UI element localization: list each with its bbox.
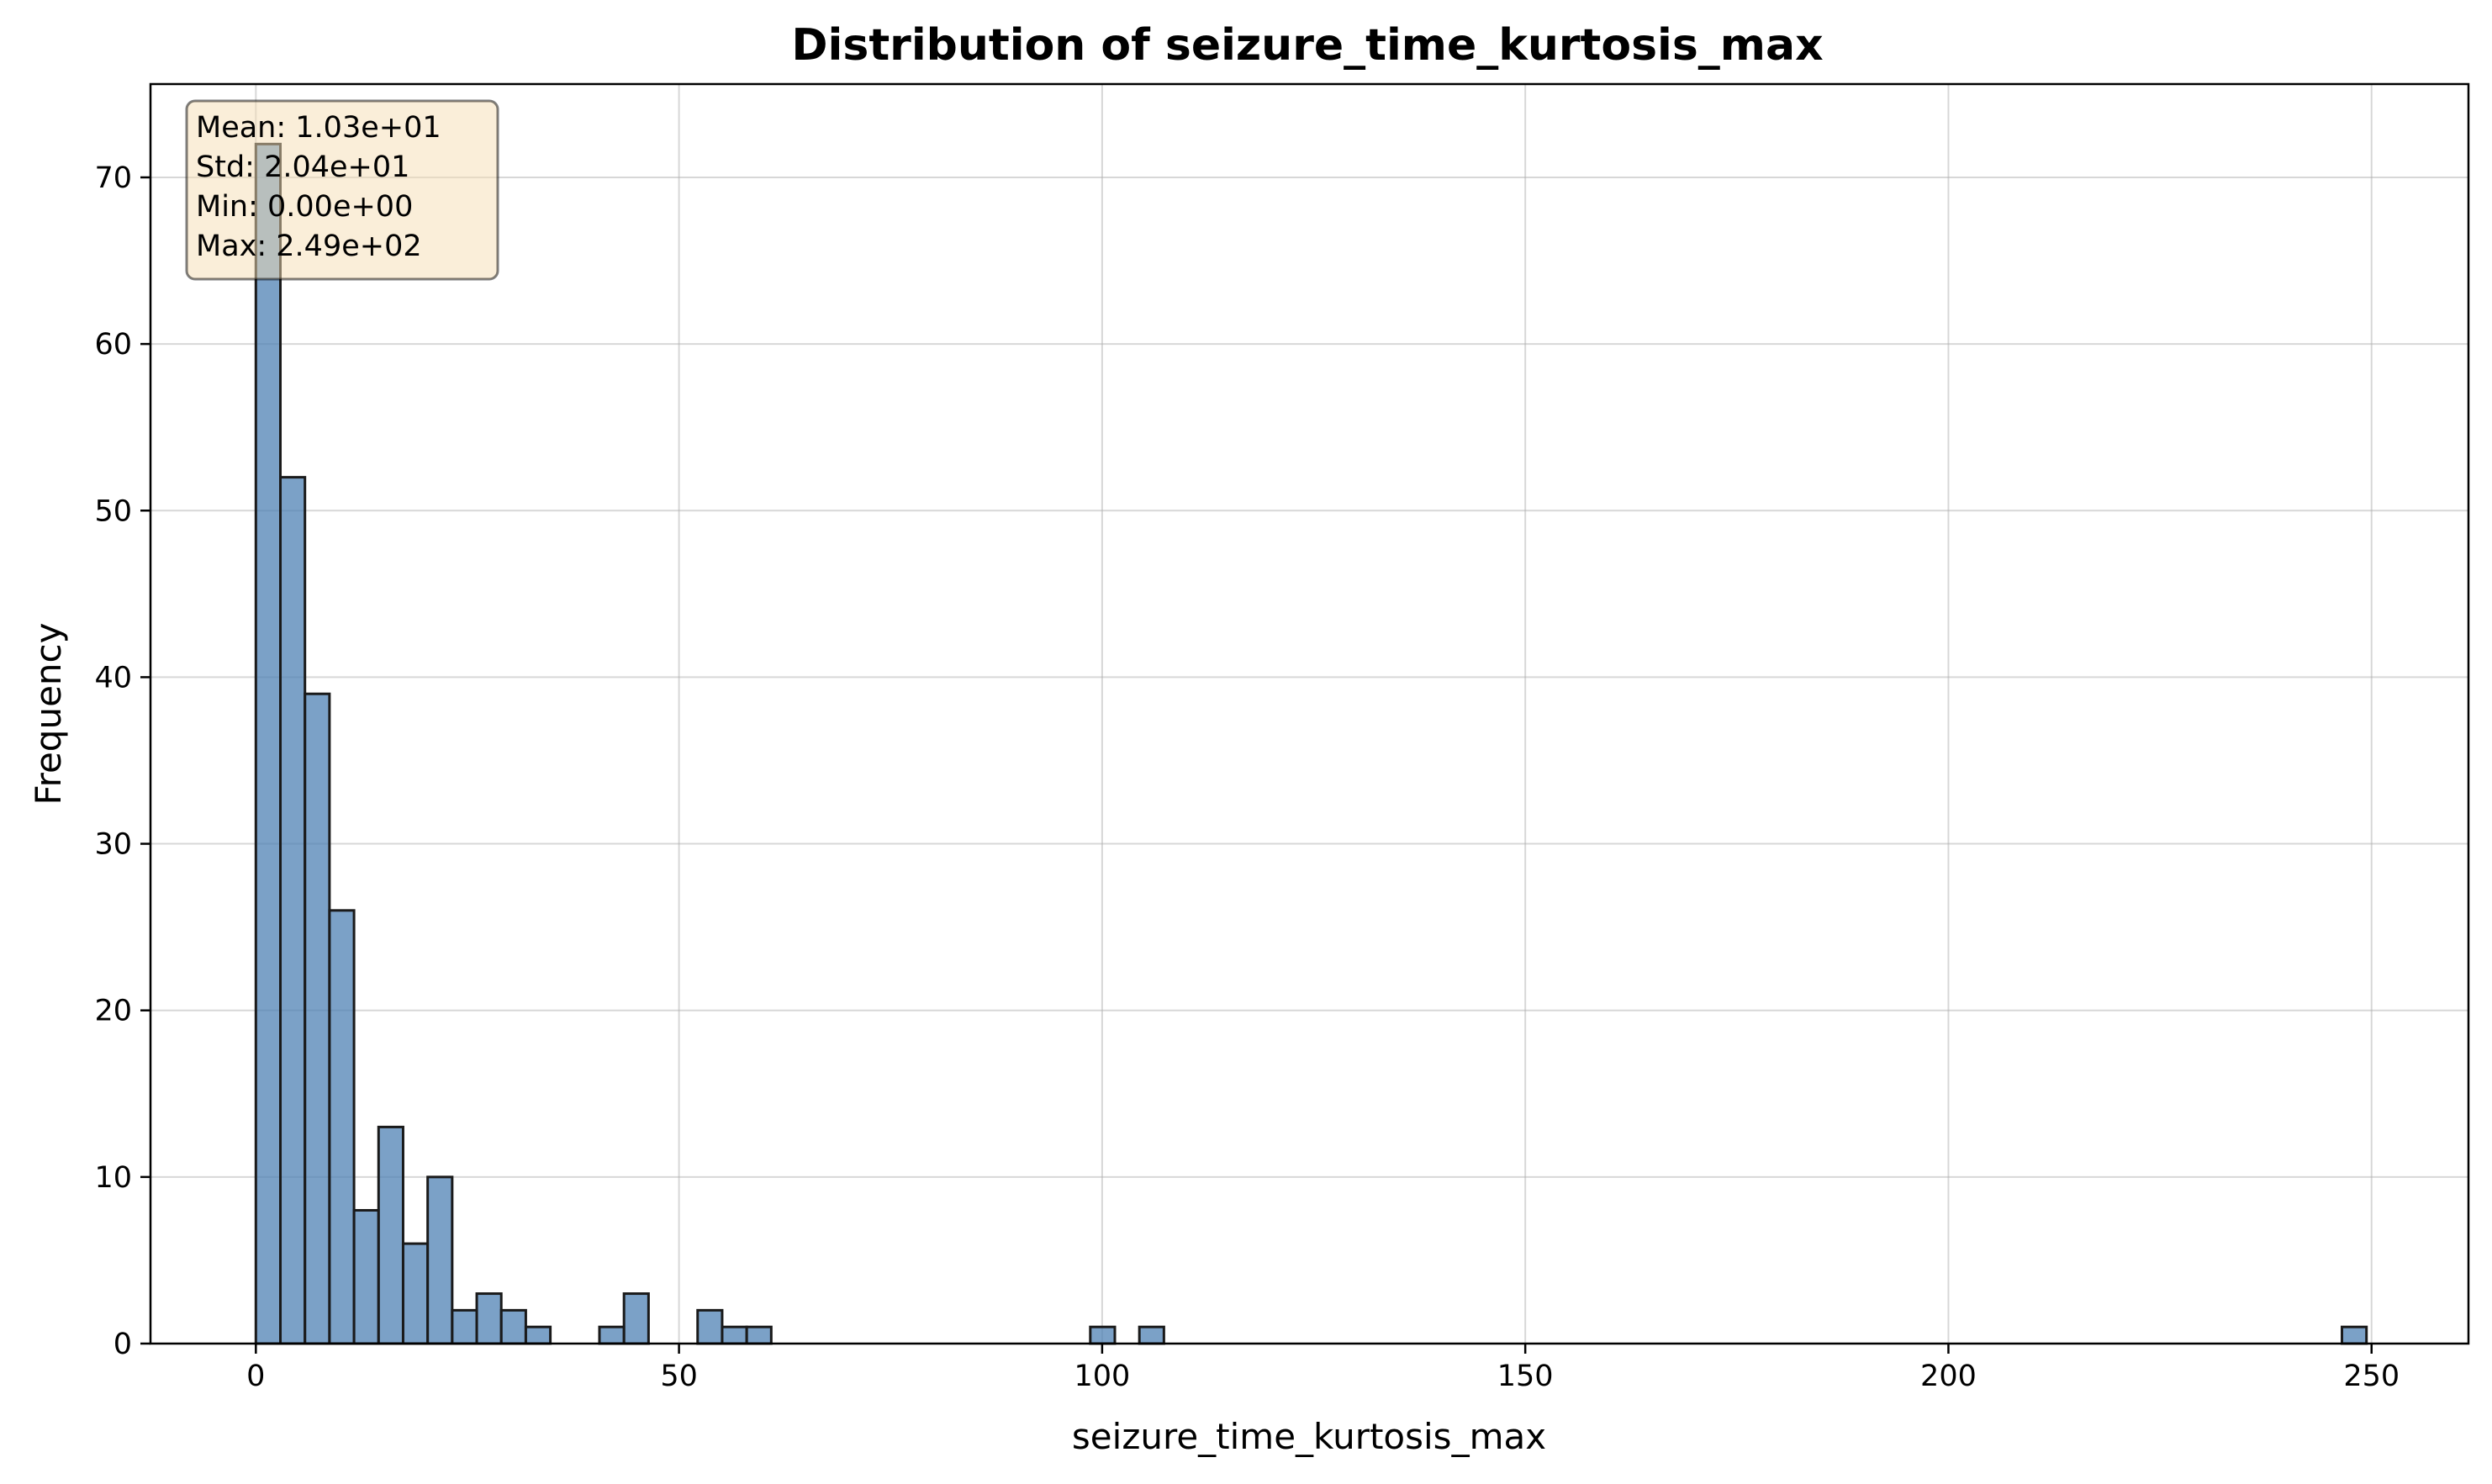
histogram-bar bbox=[328, 909, 356, 1345]
x-tick-label: 50 bbox=[660, 1360, 698, 1393]
histogram-bar bbox=[745, 1325, 773, 1345]
histogram-bar bbox=[499, 1308, 527, 1345]
stats-box: Mean: 1.03e+01 Std: 2.04e+01 Min: 0.00e+… bbox=[185, 99, 499, 281]
y-tick-label: 70 bbox=[94, 161, 132, 195]
x-tick-label: 250 bbox=[2343, 1360, 2400, 1393]
histogram-bar bbox=[2341, 1325, 2368, 1345]
plot-frame bbox=[149, 82, 2470, 1345]
x-tick-label: 100 bbox=[1074, 1360, 1130, 1393]
stats-max: Max: 2.49e+02 bbox=[196, 230, 422, 263]
x-tick-label: 150 bbox=[1497, 1360, 1554, 1393]
stats-mean: Mean: 1.03e+01 bbox=[196, 111, 441, 145]
histogram-bar bbox=[304, 692, 331, 1345]
histogram-bar bbox=[598, 1325, 626, 1345]
stats-min: Min: 0.00e+00 bbox=[196, 190, 413, 224]
y-tick-label: 10 bbox=[94, 1161, 132, 1195]
y-tick-label: 20 bbox=[94, 995, 132, 1028]
histogram-bars bbox=[254, 142, 2368, 1345]
histogram-bar bbox=[377, 1125, 404, 1345]
x-axis-label: seizure_time_kurtosis_max bbox=[1072, 1416, 1546, 1457]
histogram-bar bbox=[622, 1292, 650, 1345]
stats-box-background bbox=[185, 99, 499, 281]
histogram-bar bbox=[1138, 1325, 1165, 1345]
histogram-bar bbox=[451, 1308, 478, 1345]
x-axis-ticks: 0 50 100 150 200 250 bbox=[246, 1344, 2400, 1393]
histogram-bar bbox=[401, 1242, 430, 1345]
histogram-bar bbox=[352, 1208, 380, 1345]
histogram-bar bbox=[721, 1325, 748, 1345]
x-tick-label: 0 bbox=[246, 1360, 265, 1393]
grid-lines bbox=[150, 84, 2468, 1344]
histogram-bar bbox=[475, 1292, 503, 1345]
y-axis-label: Frequency bbox=[28, 623, 69, 805]
histogram-bar bbox=[426, 1175, 454, 1345]
histogram-bar bbox=[696, 1308, 724, 1345]
stats-std: Std: 2.04e+01 bbox=[196, 151, 409, 184]
histogram-bar bbox=[254, 142, 282, 1345]
histogram-bar bbox=[1089, 1325, 1117, 1345]
y-tick-label: 60 bbox=[94, 328, 132, 362]
chart-title: Distribution of seizure_time_kurtosis_ma… bbox=[791, 20, 1823, 71]
y-tick-label: 30 bbox=[94, 828, 132, 862]
y-tick-label: 0 bbox=[114, 1328, 132, 1361]
y-tick-label: 40 bbox=[94, 661, 132, 694]
histogram-bar bbox=[524, 1325, 552, 1345]
histogram-bar bbox=[279, 476, 307, 1345]
y-axis-ticks: 0 10 20 30 40 50 60 70 bbox=[94, 161, 150, 1361]
y-tick-label: 50 bbox=[94, 494, 132, 528]
x-tick-label: 200 bbox=[1920, 1360, 1977, 1393]
